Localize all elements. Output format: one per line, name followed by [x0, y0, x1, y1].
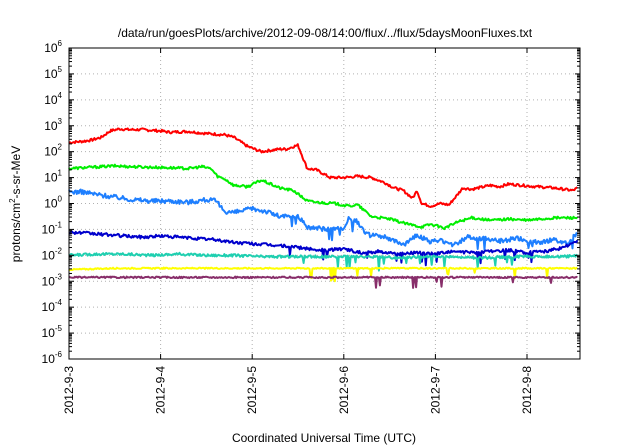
y-axis-label: protons/cm2-s-sr-MeV	[8, 146, 23, 262]
y-tick-base: 10	[42, 248, 56, 262]
x-tick-label: 2012-9-8	[520, 366, 534, 414]
y-tick-exponent: 3	[58, 117, 63, 126]
y-tick-base: 10	[42, 352, 56, 366]
y-tick-base: 10	[44, 41, 58, 55]
y-tick-base: 10	[42, 300, 56, 314]
y-tick-exponent: -1	[55, 220, 63, 229]
x-ticks: 2012-9-3 2012-9-4 2012-9-5 2012-9-6 2012-9-7…	[62, 48, 534, 414]
x-tick-label: 2012-9-4	[154, 366, 168, 414]
y-tick-exponent: 0	[58, 195, 63, 204]
y-axis-label-tail: -s-sr-MeV	[9, 146, 23, 199]
y-tick-label: 100	[44, 195, 62, 211]
y-tick-exponent: 6	[58, 39, 63, 48]
x-tick-label: 2012-9-7	[428, 366, 442, 414]
y-tick-label: 10-5	[42, 324, 63, 340]
y-tick-label: 10-6	[42, 350, 63, 366]
x-tick-label: 2012-9-5	[245, 366, 259, 414]
y-axis-label-superscript: 2	[8, 198, 17, 203]
x-axis-label: Coordinated Universal Time (UTC)	[232, 431, 416, 445]
series-line	[68, 163, 578, 231]
series-line	[68, 230, 579, 267]
y-tick-exponent: -3	[55, 272, 63, 281]
y-tick-base: 10	[44, 197, 58, 211]
y-tick-base: 10	[42, 222, 56, 236]
y-tick-base: 10	[44, 145, 58, 159]
series-layer	[68, 127, 579, 289]
chart-title: /data/run/goesPlots/archive/2012-09-08/1…	[118, 26, 533, 40]
y-tick-label: 106	[44, 39, 62, 55]
series-line	[68, 188, 579, 251]
y-tick-exponent: 4	[58, 91, 63, 100]
y-tick-label: 104	[44, 91, 62, 107]
y-tick-label: 101	[44, 169, 62, 185]
y-ticks: 10610510410310210110010-110-210-310-410-…	[42, 39, 580, 366]
y-axis-label-main: protons/cm	[9, 203, 23, 262]
y-tick-exponent: -4	[55, 298, 63, 307]
y-tick-exponent: -5	[55, 324, 63, 333]
y-tick-label: 10-1	[42, 220, 63, 236]
series-line	[68, 275, 578, 289]
y-tick-exponent: -2	[55, 246, 63, 255]
y-tick-base: 10	[42, 274, 56, 288]
series-line	[68, 127, 579, 208]
y-tick-exponent: -6	[55, 350, 63, 359]
y-tick-exponent: 2	[58, 143, 63, 152]
x-tick-label: 2012-9-6	[337, 366, 351, 414]
series-line	[68, 251, 579, 272]
y-tick-label: 102	[44, 143, 62, 159]
y-tick-label: 10-3	[42, 272, 63, 288]
y-tick-exponent: 1	[58, 169, 63, 178]
y-tick-label: 10-4	[42, 298, 63, 314]
y-tick-base: 10	[44, 119, 58, 133]
y-tick-base: 10	[44, 67, 58, 81]
y-tick-label: 10-2	[42, 246, 63, 262]
y-tick-base: 10	[44, 171, 58, 185]
x-tick-label: 2012-9-3	[62, 366, 76, 414]
y-tick-label: 103	[44, 117, 62, 133]
y-tick-base: 10	[42, 326, 56, 340]
y-tick-exponent: 5	[58, 65, 63, 74]
y-tick-base: 10	[44, 93, 58, 107]
y-tick-label: 105	[44, 65, 62, 81]
series-line	[68, 266, 578, 283]
